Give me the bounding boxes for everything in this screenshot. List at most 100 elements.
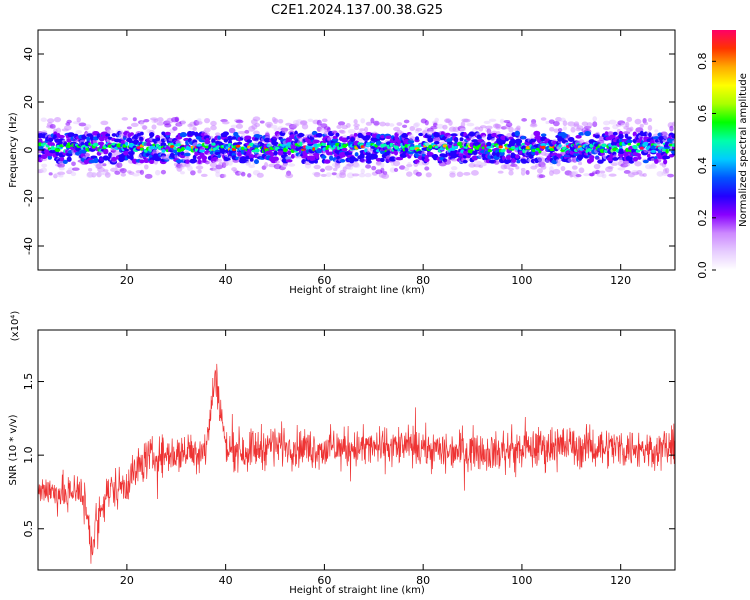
spectrogram-cell <box>270 124 278 129</box>
spectrogram-cell <box>320 168 325 173</box>
spectrogram-cell <box>595 134 600 138</box>
snr-x-axis-label: Height of straight line (km) <box>289 585 425 596</box>
spectrogram-cell <box>648 132 652 138</box>
spectrogram-cell <box>151 124 157 130</box>
spectrogram-cell <box>612 131 618 136</box>
spectrogram-cell <box>180 151 185 156</box>
spectrogram-cell <box>58 166 65 171</box>
snr-panel: 20 40 60 80 100 120 0.5 1.0 1.5 Height of strai… <box>8 311 676 596</box>
spectrogram-cell <box>100 120 109 126</box>
spectrogram-cell <box>332 167 338 172</box>
spectrogram-cell <box>608 119 617 125</box>
snr-x-tick-label: 60 <box>317 574 331 587</box>
spectrogram-cell <box>627 142 632 146</box>
spectrogram-cell <box>483 120 491 124</box>
spectrogram-cell <box>67 132 75 138</box>
spectrogram-cell <box>671 133 675 139</box>
snr-y-tick-label: 1.0 <box>22 446 35 464</box>
spectrogram-y-ticks: -40 -20 0 20 40 <box>22 47 675 255</box>
snr-x-tick-label: 20 <box>120 574 134 587</box>
spectrogram-cell <box>184 152 191 157</box>
spectrogram-cell <box>215 132 221 136</box>
colorbar: 0.0 0.2 0.4 0.6 0.8 Normalized spectral ampl… <box>696 30 749 279</box>
spectrogram-cell <box>111 156 117 162</box>
spectrogram-cell <box>149 145 155 150</box>
spectrogram-cell <box>576 125 584 130</box>
spectrogram-cell <box>108 152 113 158</box>
spectrogram-cell <box>602 120 611 126</box>
spectrogram-cell <box>570 127 576 133</box>
spectrogram-cell <box>365 131 372 136</box>
spectrogram-cell <box>660 131 668 137</box>
spectrogram-cell <box>516 142 521 146</box>
spectrogram-cell <box>389 123 395 127</box>
spectrogram-cell <box>667 173 674 178</box>
spectrogram-cell <box>85 124 92 129</box>
spectrogram-cell <box>228 127 236 134</box>
spectrogram-cell <box>197 169 202 174</box>
spectrogram-cell <box>47 155 53 160</box>
spectrogram-cell <box>365 121 372 126</box>
spectrogram-cell <box>244 129 250 134</box>
spectrogram-cell <box>132 117 137 122</box>
spectrogram-cell <box>521 160 528 164</box>
spectrogram-cell <box>352 158 359 162</box>
spectrogram-cell <box>428 144 433 149</box>
snr-frame <box>37 329 676 571</box>
spectrogram-cell <box>540 164 547 170</box>
spectrogram-cell <box>215 168 221 174</box>
spectrogram-y-tick-label: -40 <box>22 237 35 255</box>
spectrogram-cell <box>450 166 458 171</box>
spectrogram-cell <box>514 130 521 137</box>
spectrogram-cell <box>468 131 476 137</box>
spectrogram-cell <box>375 161 382 166</box>
spectrogram-cell <box>353 123 360 128</box>
spectrogram-cell <box>132 140 139 144</box>
spectrogram-cell <box>339 172 347 179</box>
spectrogram-cell <box>71 167 80 171</box>
spectrogram-cell <box>486 146 492 149</box>
spectrogram-cell <box>514 138 523 145</box>
spectrogram-cell <box>663 155 671 160</box>
spectrogram-cell <box>414 136 420 141</box>
spectrogram-cell <box>321 155 327 159</box>
spectrogram-cell <box>223 138 229 143</box>
spectrogram-cell <box>594 156 601 160</box>
spectrogram-cell <box>185 159 190 164</box>
spectrogram-cell <box>54 116 62 123</box>
snr-x-tick-label: 80 <box>416 574 430 587</box>
spectrogram-cell <box>557 127 563 132</box>
snr-x-tick-label: 120 <box>610 574 631 587</box>
spectrogram-cell <box>671 139 675 145</box>
spectrogram-cell <box>88 168 93 172</box>
spectrogram-cell <box>164 123 172 128</box>
spectrogram-cell <box>597 159 604 164</box>
spectrogram-cell <box>424 157 430 163</box>
spectrogram-cell <box>129 155 134 161</box>
spectrogram-cell <box>586 148 593 152</box>
spectrogram-cell <box>462 159 468 164</box>
spectrogram-cell <box>278 150 283 155</box>
colorbar-gradient <box>712 30 736 270</box>
spectrogram-cell <box>120 172 127 177</box>
spectrogram-cell <box>277 118 284 124</box>
colorbar-label: Normalized spectral amplitude <box>738 73 749 227</box>
spectrogram-cell <box>669 125 674 132</box>
spectrogram-cell <box>618 133 624 140</box>
spectrogram-cell <box>530 138 537 143</box>
spectrogram-cell <box>371 153 378 160</box>
spectrogram-cell <box>602 126 611 131</box>
spectrogram-cell <box>141 125 148 130</box>
spectrogram-cell <box>401 124 408 128</box>
spectrogram-cell <box>540 133 547 137</box>
spectrogram-cell <box>508 170 514 176</box>
spectrogram-cell <box>139 169 145 175</box>
spectrogram-cell <box>595 169 600 175</box>
spectrogram-x-tick-label: 120 <box>610 274 631 287</box>
spectrogram-cell <box>626 136 632 140</box>
spectrogram-cell <box>71 161 76 167</box>
spectrogram-cell <box>211 142 216 146</box>
spectrogram-cell <box>172 126 178 131</box>
spectrogram-cell <box>612 160 619 165</box>
spectrogram-cell <box>394 150 398 156</box>
